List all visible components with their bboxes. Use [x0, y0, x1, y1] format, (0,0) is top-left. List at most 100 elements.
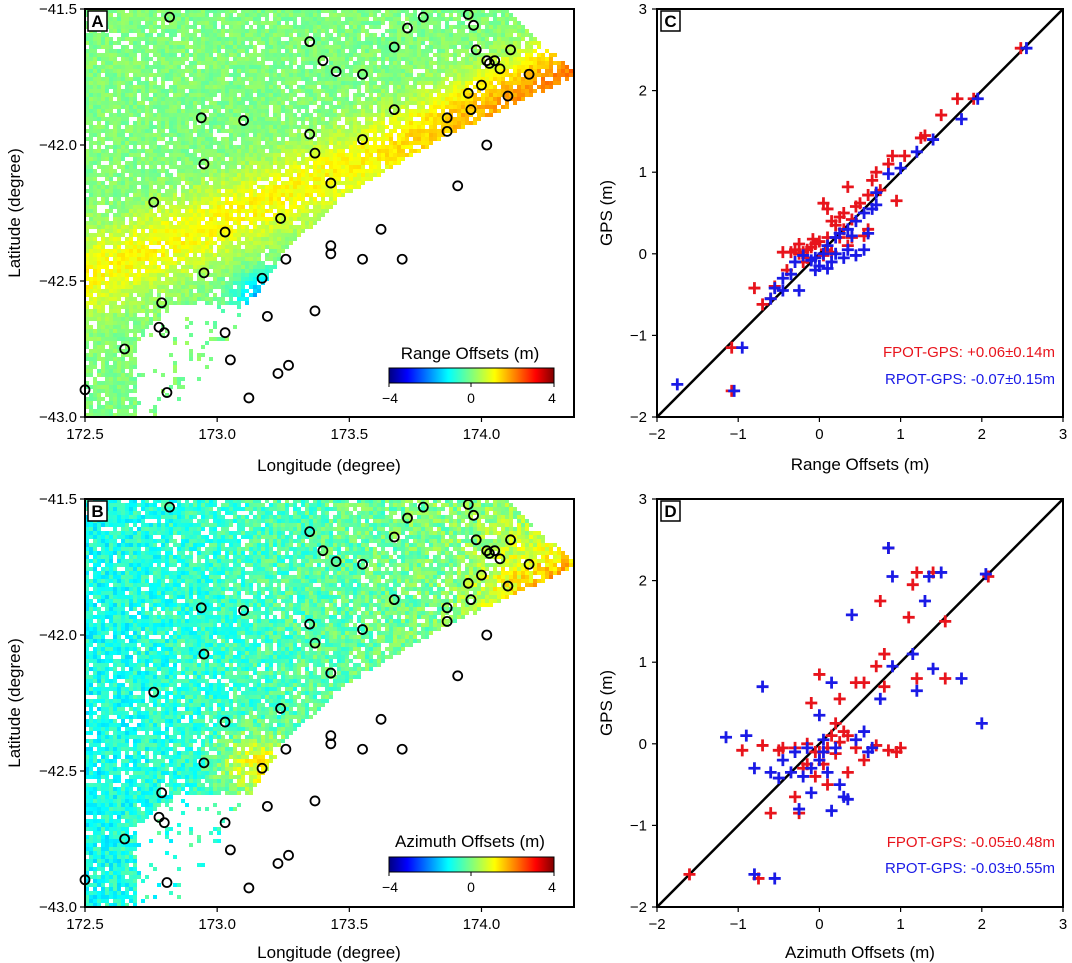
gps-station-marker — [441, 125, 453, 137]
gps-station-marker — [357, 743, 368, 755]
gps-station-marker — [243, 392, 255, 404]
gps-station-marker — [198, 648, 210, 660]
gps-station-marker — [357, 68, 368, 80]
plot-frame-d — [656, 498, 1064, 908]
x-tick-label: 3 — [1059, 916, 1067, 933]
fpot-point — [866, 174, 879, 187]
fpot-point — [821, 202, 834, 215]
fpot-stat-c: FPOT-GPS: +0.06±0.14m — [883, 344, 1055, 361]
rpot-point — [935, 566, 948, 579]
fpot-point — [858, 754, 871, 767]
gps-station-marker — [402, 512, 413, 524]
gps-station-marker — [304, 36, 316, 48]
rpot-point — [789, 255, 802, 268]
rpot-point — [874, 692, 887, 705]
gps-station-marker — [317, 545, 329, 557]
gps-station-marker — [470, 44, 482, 56]
fpot-point — [914, 131, 927, 144]
gps-station-marker — [148, 686, 160, 698]
colorbar-tick-max-b: 4 — [548, 879, 556, 895]
gps-station-marker — [304, 128, 316, 140]
fpot-point — [898, 149, 911, 162]
gps-station-marker — [158, 817, 170, 829]
gps-station-marker — [195, 112, 207, 124]
gps-station-marker — [280, 743, 292, 755]
scatter-points-d — [683, 541, 995, 885]
rpot-point — [809, 264, 822, 277]
gps-station-marker — [219, 817, 231, 829]
colorbar-a: Range Offsets (m) −4 0 4 — [382, 344, 556, 406]
y-tick-label: −1 — [630, 817, 647, 834]
rpot-point — [841, 793, 854, 806]
rpot-point — [768, 872, 781, 885]
fpot-point — [841, 180, 854, 193]
gps-station-marker — [158, 327, 170, 339]
fpot-point — [841, 729, 854, 742]
rpot-point — [671, 378, 684, 391]
gps-station-marker — [238, 605, 249, 616]
y-tick-label: −1 — [630, 327, 647, 344]
x-tick-label: 1 — [896, 426, 904, 443]
gps-station-marker — [156, 787, 168, 799]
x-tick-label: 172.5 — [66, 426, 104, 443]
gps-stations-a — [79, 9, 535, 404]
rpot-point — [829, 231, 842, 244]
fpot-point — [951, 92, 964, 105]
map-panel-a: 172.5 173.0 173.5 174.0 −41.5 −42.0 −42.5 −43.0… — [5, 1, 575, 475]
fpot-point — [878, 680, 891, 693]
gps-station-marker — [243, 882, 255, 894]
gps-station-marker — [238, 115, 249, 126]
gps-station-marker — [224, 844, 236, 856]
panel-label-a: A — [91, 12, 103, 31]
gps-station-marker — [481, 629, 493, 641]
fpot-point — [813, 668, 826, 681]
gps-station-marker — [476, 569, 487, 581]
gps-station-marker — [417, 11, 429, 23]
rpot-point — [821, 262, 834, 275]
gps-station-marker — [219, 716, 231, 728]
fpot-point — [829, 717, 842, 730]
fpot-point — [841, 766, 854, 779]
fpot-point — [939, 672, 952, 685]
rpot-point — [756, 680, 769, 693]
fpot-point — [756, 739, 769, 752]
y-tick-label: 2 — [639, 573, 647, 590]
rpot-point — [728, 384, 741, 397]
y-axis-label-a: Latitude (degree) — [5, 148, 24, 277]
scatter-panel-c: −2 −1 0 1 2 3 −2 −1 0 1 2 3 C Range Offsets (m) GPS… — [597, 1, 1067, 474]
gps-station-marker — [375, 713, 387, 725]
gps-station-marker — [261, 800, 273, 812]
x-tick-label: 3 — [1059, 426, 1067, 443]
gps-station-marker — [325, 738, 337, 750]
rpot-point — [979, 568, 992, 581]
gps-station-marker — [272, 858, 284, 869]
gps-station-marker — [484, 58, 495, 69]
rpot-point — [845, 229, 858, 242]
gps-station-marker — [396, 743, 408, 755]
colorbar-title-b: Azimuth Offsets (m) — [395, 832, 545, 851]
rpot-point — [886, 570, 899, 583]
rpot-point — [825, 804, 838, 817]
rpot-point — [817, 247, 830, 260]
axis-ticks-c: −2 −1 0 1 2 3 −2 −1 0 1 2 3 — [630, 1, 1067, 443]
x-tick-label: 0 — [815, 916, 823, 933]
fpot-point — [805, 697, 818, 709]
x-tick-label: 2 — [978, 426, 986, 443]
gps-station-marker — [156, 297, 168, 309]
gps-station-marker — [388, 41, 400, 53]
gps-station-marker — [402, 22, 413, 34]
gps-station-marker — [489, 545, 501, 557]
x-tick-label: 173.0 — [198, 426, 236, 443]
fpot-point — [870, 660, 883, 673]
rpot-point — [862, 745, 875, 758]
x-tick-label: −2 — [648, 426, 665, 443]
x-tick-label: 1 — [896, 916, 904, 933]
rpot-point — [801, 741, 814, 754]
fpot-point — [833, 211, 846, 224]
y-tick-label: 3 — [639, 1, 647, 18]
y-tick-label: −41.5 — [39, 1, 77, 18]
fpot-point — [882, 744, 895, 757]
gps-station-marker — [502, 580, 514, 592]
rpot-point — [825, 255, 838, 268]
fpot-point — [878, 648, 891, 661]
